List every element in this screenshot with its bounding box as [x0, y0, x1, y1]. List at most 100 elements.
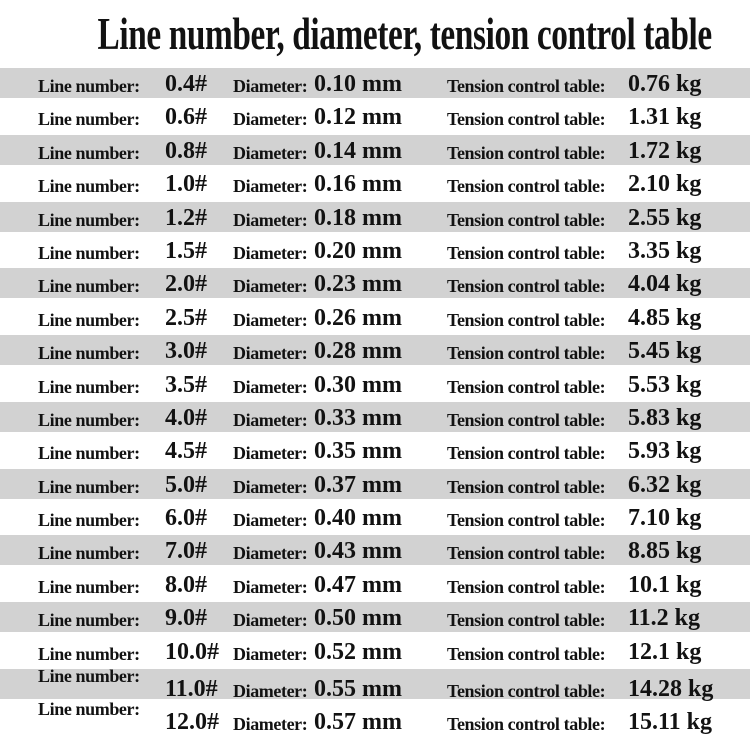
diameter-label: Diameter:	[233, 476, 308, 497]
table-row: Line number: 2.0# Diameter: 0.23 mm Tens…	[0, 268, 750, 299]
tension-value: 0.76 kg	[628, 71, 702, 97]
diameter-value: 0.40 mm	[314, 505, 402, 532]
tension-label: Tension control table:	[447, 443, 606, 464]
tension-label: Tension control table:	[447, 681, 606, 702]
diameter-value: 0.37 mm	[314, 471, 402, 498]
tension-value: 3.35 kg	[628, 237, 702, 264]
table-row: Line number: 10.0# Diameter: 0.52 mm Ten…	[0, 636, 750, 666]
tension-value: 2.55 kg	[628, 204, 702, 231]
line-number-label: Line number:	[38, 409, 140, 430]
line-number-label: Line number:	[38, 209, 140, 230]
diameter-value: 0.18 mm	[314, 204, 402, 231]
line-number-value: 7.0#	[165, 538, 207, 565]
tension-value: 5.83 kg	[628, 404, 702, 431]
diameter-value: 0.26 mm	[314, 304, 402, 331]
diameter-label: Diameter:	[233, 343, 308, 364]
diameter-label: Diameter:	[233, 510, 308, 531]
tension-value: 11.2 kg	[628, 605, 701, 632]
line-number-value: 0.6#	[165, 104, 207, 131]
tension-label: Tension control table:	[447, 576, 606, 597]
table-row: Line number: 1.0# Diameter: 0.16 mm Tens…	[0, 168, 750, 198]
spec-table: Line number: 0.4# Diameter: 0.10 mm Tens…	[0, 68, 750, 736]
diameter-value: 0.23 mm	[314, 271, 402, 298]
tension-value: 4.04 kg	[628, 271, 702, 298]
line-number-label: Line number:	[38, 176, 140, 197]
diameter-value: 0.33 mm	[314, 404, 402, 431]
diameter-value: 0.52 mm	[314, 638, 402, 665]
line-number-label: Line number:	[38, 309, 140, 330]
tension-label: Tension control table:	[447, 343, 606, 364]
diameter-label: Diameter:	[233, 109, 308, 130]
line-number-value: 6.0#	[165, 505, 207, 532]
diameter-value: 0.47 mm	[314, 571, 402, 598]
tension-value: 12.1 kg	[628, 638, 702, 665]
tension-label: Tension control table:	[447, 714, 606, 735]
diameter-label: Diameter:	[233, 543, 308, 564]
page-title: Line number, diameter, tension control t…	[97, 9, 713, 59]
diameter-label: Diameter:	[233, 409, 308, 430]
diameter-label: Diameter:	[233, 576, 308, 597]
tension-label: Tension control table:	[447, 76, 606, 96]
line-number-value: 8.0#	[165, 571, 207, 598]
line-number-value: 1.0#	[165, 171, 207, 198]
tension-label: Tension control table:	[447, 643, 606, 664]
tension-label: Tension control table:	[447, 242, 606, 263]
diameter-value: 0.43 mm	[314, 538, 402, 565]
line-number-label: Line number:	[38, 142, 140, 163]
line-number-label: Line number:	[38, 476, 140, 497]
line-number-label: Line number:	[38, 443, 140, 464]
table-row: Line number: 6.0# Diameter: 0.40 mm Tens…	[0, 502, 750, 532]
tension-label: Tension control table:	[447, 610, 606, 631]
tension-value: 10.1 kg	[628, 571, 702, 598]
tension-value: 5.93 kg	[628, 438, 702, 465]
diameter-value: 0.57 mm	[314, 709, 402, 736]
diameter-label: Diameter:	[233, 76, 308, 96]
line-number-label: Line number:	[38, 666, 140, 687]
table-row: Line number: 0.6# Diameter: 0.12 mm Tens…	[0, 101, 750, 131]
tension-label: Tension control table:	[447, 309, 606, 330]
line-number-label: Line number:	[38, 343, 140, 364]
table-row: Line number: 0.8# Diameter: 0.14 mm Tens…	[0, 134, 750, 165]
diameter-label: Diameter:	[233, 643, 308, 664]
table-row: Line number: 11.0# Diameter: 0.55 mm Ten…	[0, 666, 750, 703]
table-row: Line number: 5.0# Diameter: 0.37 mm Tens…	[0, 468, 750, 499]
diameter-value: 0.16 mm	[314, 171, 402, 198]
line-number-value: 11.0#	[165, 676, 218, 703]
line-number-label: Line number:	[38, 643, 140, 664]
line-number-value: 3.5#	[165, 371, 207, 398]
line-number-value: 5.0#	[165, 471, 207, 498]
diameter-value: 0.12 mm	[314, 104, 402, 131]
tension-value: 5.45 kg	[628, 338, 702, 365]
table-row: Line number: 12.0# Diameter: 0.57 mm Ten…	[0, 699, 750, 736]
diameter-value: 0.14 mm	[314, 137, 402, 164]
tension-value: 6.32 kg	[628, 471, 702, 498]
line-number-value: 0.4#	[165, 71, 207, 97]
diameter-label: Diameter:	[233, 242, 308, 263]
line-number-label: Line number:	[38, 276, 140, 297]
diameter-value: 0.35 mm	[314, 438, 402, 465]
table-row: Line number: 3.0# Diameter: 0.28 mm Tens…	[0, 335, 750, 366]
line-number-value: 10.0#	[165, 638, 219, 665]
tension-value: 1.72 kg	[628, 137, 702, 164]
tension-value: 1.31 kg	[628, 104, 702, 131]
tension-value: 2.10 kg	[628, 171, 702, 198]
tension-value: 7.10 kg	[628, 505, 702, 532]
line-number-value: 4.0#	[165, 404, 207, 431]
diameter-value: 0.10 mm	[314, 71, 402, 97]
table-row: Line number: 3.5# Diameter: 0.30 mm Tens…	[0, 369, 750, 399]
line-number-label: Line number:	[38, 242, 140, 263]
tension-label: Tension control table:	[447, 276, 606, 297]
diameter-label: Diameter:	[233, 309, 308, 330]
line-number-value: 4.5#	[165, 438, 207, 465]
diameter-value: 0.20 mm	[314, 237, 402, 264]
line-number-label: Line number:	[38, 699, 140, 720]
line-number-label: Line number:	[38, 610, 140, 631]
line-number-value: 12.0#	[165, 709, 219, 736]
tension-label: Tension control table:	[447, 109, 606, 130]
tension-label: Tension control table:	[447, 543, 606, 564]
diameter-label: Diameter:	[233, 142, 308, 163]
table-row: Line number: 0.4# Diameter: 0.10 mm Tens…	[0, 68, 750, 98]
tension-label: Tension control table:	[447, 142, 606, 163]
table-row: Line number: 9.0# Diameter: 0.50 mm Tens…	[0, 602, 750, 633]
